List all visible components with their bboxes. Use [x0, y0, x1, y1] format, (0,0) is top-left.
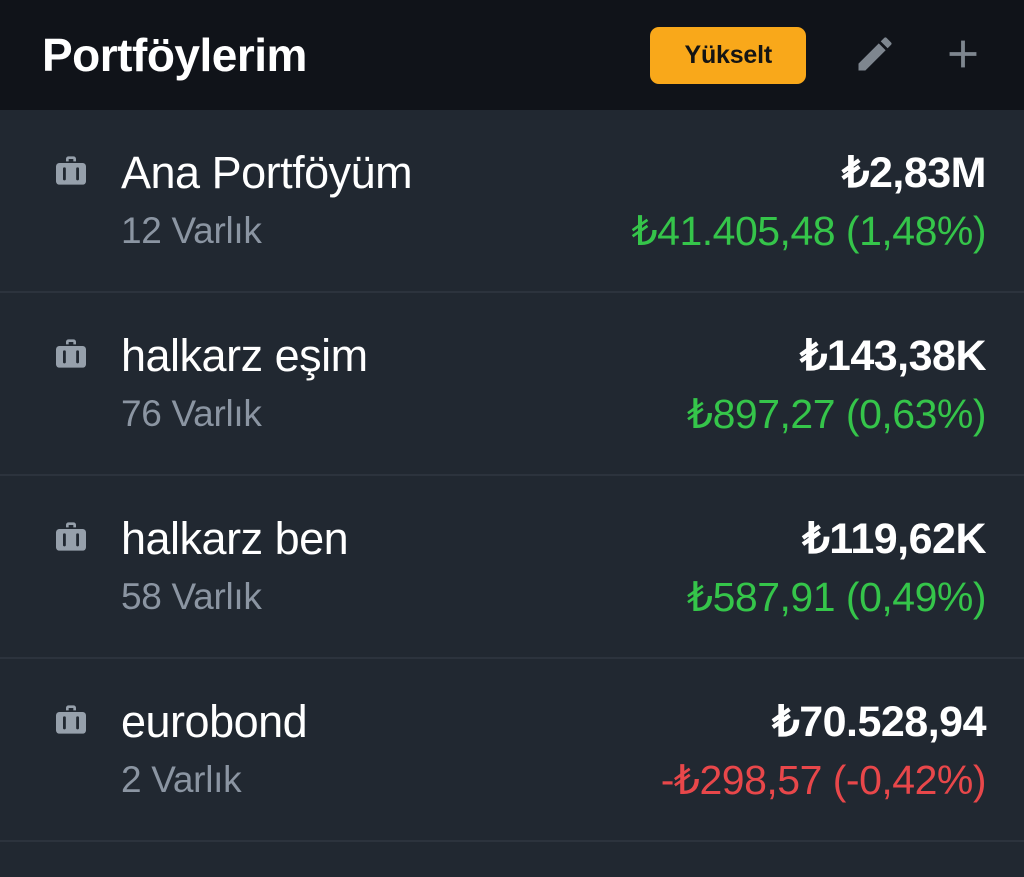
plus-icon [940, 31, 986, 80]
upgrade-button[interactable]: Yükselt [650, 26, 806, 84]
portfolio-row-secondary: 76 Varlık ₺897,27 (0,63%) [48, 390, 986, 438]
portfolio-asset-count: 2 Varlık [121, 758, 242, 800]
portfolio-asset-count: 58 Varlık [121, 575, 262, 617]
briefcase-icon [48, 702, 94, 742]
portfolio-change-value: ₺41.405,48 (1,48%) [631, 207, 987, 254]
portfolio-row[interactable]: Ana Portföyüm ₺2,83M 12 Varlık ₺41.405,4… [0, 110, 1024, 293]
briefcase-icon [48, 153, 94, 193]
portfolio-row-secondary: 12 Varlık ₺41.405,48 (1,48%) [48, 207, 987, 255]
portfolio-name: halkarz eşim [121, 329, 368, 381]
portfolio-row[interactable]: halkarz ben ₺119,62K 58 Varlık ₺587,91 (… [0, 476, 1024, 659]
portfolio-name: eurobond [121, 695, 308, 747]
portfolio-row[interactable]: halkarz eşim ₺143,38K 76 Varlık ₺897,27 … [0, 293, 1024, 476]
app-header: Portföylerim Yükselt [0, 0, 1024, 110]
page-title: Portföylerim [42, 29, 307, 81]
portfolio-row-primary: eurobond ₺70.528,94 [48, 696, 986, 748]
portfolio-change-value: ₺897,27 (0,63%) [687, 390, 986, 437]
portfolio-list: Ana Portföyüm ₺2,83M 12 Varlık ₺41.405,4… [0, 110, 1024, 877]
portfolio-row-primary: Ana Portföyüm ₺2,83M [48, 147, 986, 199]
portfolio-total-value: ₺143,38K [800, 331, 986, 380]
briefcase-icon [48, 336, 94, 376]
add-portfolio-button[interactable] [932, 24, 994, 86]
portfolio-total-value: ₺2,83M [842, 148, 986, 197]
edit-button[interactable] [844, 24, 906, 86]
portfolio-row-primary: halkarz eşim ₺143,38K [48, 330, 986, 382]
portfolio-row-secondary: 58 Varlık ₺587,91 (0,49%) [48, 573, 986, 621]
portfolio-total-value: ₺70.528,94 [772, 697, 986, 746]
pencil-icon [853, 32, 897, 79]
portfolio-row[interactable]: eurobond ₺70.528,94 2 Varlık -₺298,57 (-… [0, 659, 1024, 842]
briefcase-icon [48, 519, 94, 559]
portfolio-name: Ana Portföyüm [121, 146, 413, 198]
portfolio-total-value: ₺119,62K [802, 514, 986, 563]
portfolio-asset-count: 76 Varlık [121, 392, 262, 434]
portfolio-asset-count: 12 Varlık [121, 209, 262, 251]
portfolio-row-secondary: 2 Varlık -₺298,57 (-0,42%) [48, 756, 987, 804]
portfolio-row-primary: halkarz ben ₺119,62K [48, 513, 986, 565]
portfolio-change-value: -₺298,57 (-0,42%) [660, 756, 987, 803]
portfolio-name: halkarz ben [121, 512, 349, 564]
portfolio-change-value: ₺587,91 (0,49%) [687, 573, 986, 620]
